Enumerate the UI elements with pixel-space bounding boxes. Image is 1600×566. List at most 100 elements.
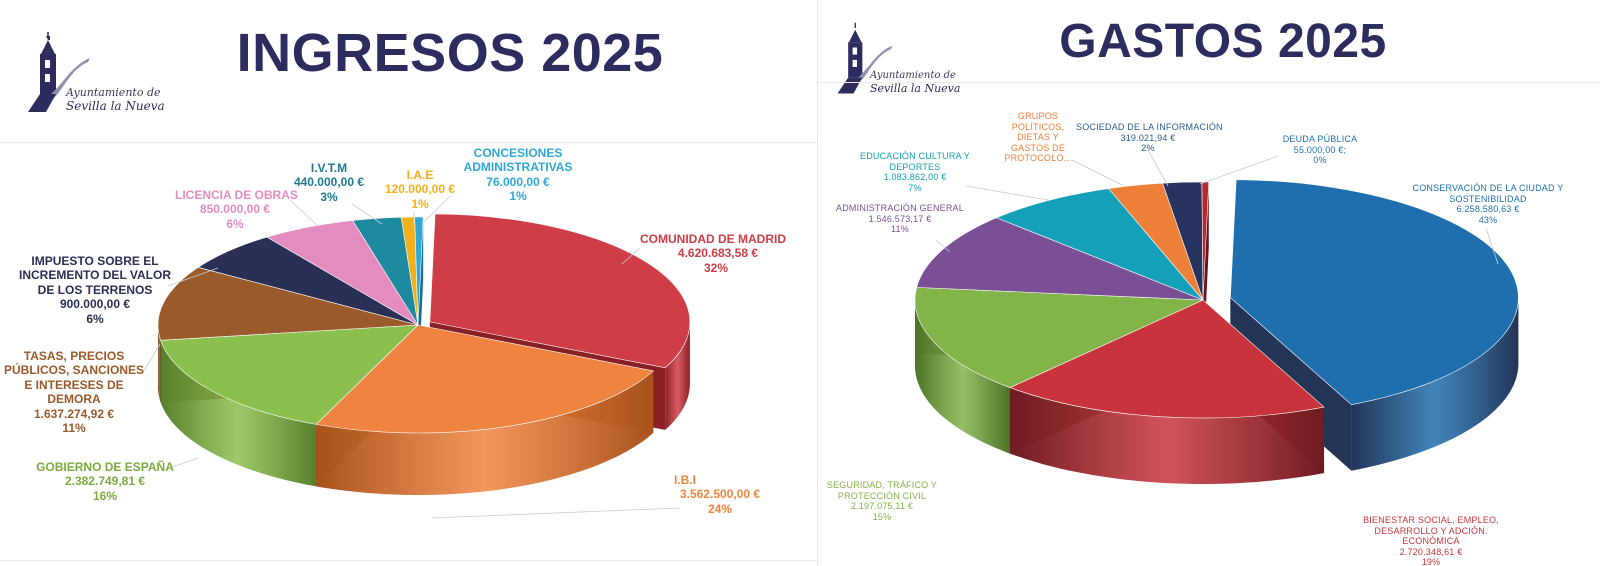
label-percent: 7%	[908, 182, 922, 193]
leader-line-conservacion	[1485, 227, 1499, 265]
label-percent: 1%	[509, 189, 527, 204]
leader-line-administracion	[935, 239, 951, 253]
leader-line-deuda	[1199, 155, 1279, 185]
label-name: COMUNIDAD DE MADRID	[640, 232, 786, 246]
label-name: SOCIEDAD DE LA INFORMACIÓN	[1076, 122, 1223, 132]
gastos-panel: Ayuntamiento de Sevilla la Nueva GASTOS …	[818, 0, 1600, 566]
pie-slice-administracion-general	[916, 217, 1204, 301]
pie-slice-i-b-i	[315, 324, 654, 434]
pie-slice-conservacion-de-la-ciudad-y-sostenibilid	[1230, 179, 1519, 406]
label-percent: 6%	[86, 311, 104, 326]
logo: Ayuntamiento de Sevilla la Nueva	[24, 32, 184, 114]
leader-line-ibi	[431, 507, 681, 519]
label-name: GOBIERNO DE ESPAÑA	[36, 460, 174, 474]
label-percent: 24%	[707, 501, 733, 516]
leader-line-impuesto	[167, 267, 219, 287]
label-percent: 43%	[1478, 214, 1498, 225]
label-percent: 0%	[1313, 155, 1327, 166]
church-tower-icon	[28, 32, 90, 112]
church-tower-icon	[837, 22, 893, 94]
logo-text-line1: Ayuntamiento de	[870, 70, 956, 81]
ingresos-pie-chart	[141, 195, 691, 519]
label-gobierno-de-espana: GOBIERNO DE ESPAÑA 2.382.749,81 € 16%	[30, 460, 180, 503]
slice-side-comunidad-de-madrid-0	[665, 320, 690, 430]
label-name: CONSERVACIÓN DE LA CIUDAD Y SOSTENIBILID…	[1412, 183, 1564, 204]
label-conservacion: CONSERVACIÓN DE LA CIUDAD Y SOSTENIBILID…	[1408, 183, 1568, 225]
leader-line-ivtm	[351, 203, 383, 225]
label-amount: 6.258.580,63 €	[1456, 204, 1520, 215]
label-amount: 1.637.274,92 €	[33, 406, 115, 421]
panel-divider	[817, 0, 818, 566]
label-educacion: EDUCACIÓN CULTURA Y DEPORTES 1.083.862,0…	[860, 151, 970, 193]
gastos-title: GASTOS 2025	[1059, 15, 1387, 68]
leader-line-comunidad	[621, 247, 641, 265]
label-amount: 850.000,00 €	[199, 202, 271, 217]
pie-slice-bienestar-social-empleo-desarrollo-y-adc	[1009, 299, 1325, 419]
slice-side-i-b-i-0	[316, 370, 654, 495]
label-amount: 120.000,00 €	[384, 182, 456, 197]
label-tasas: TASAS, PRECIOS PÚBLICOS, SANCIONES E INT…	[4, 349, 144, 435]
slice-side-seguridad-trafico-y-proteccion-civil-0	[915, 298, 1010, 454]
label-impuesto-incremento: IMPUESTO SOBRE EL INCREMENTO DEL VALOR D…	[14, 254, 176, 326]
label-amount: 2.720.348,61 €	[1399, 546, 1463, 557]
label-administracion-general: ADMINISTRACIÓN GENERAL 1.546.573,17 € 11…	[832, 203, 968, 235]
label-name: TASAS, PRECIOS PÚBLICOS, SANCIONES E INT…	[4, 349, 145, 407]
label-name: I.B.I	[674, 473, 697, 487]
label-name: I.A.E	[406, 168, 434, 182]
label-amount: 319.021,94 €	[1120, 132, 1176, 143]
pie-slice-concesiones-administrativas	[414, 216, 424, 326]
slice-side-tasas-precios-publicos-sanciones-e-inter-0	[158, 322, 161, 403]
pie-slice-comunidad-de-madrid	[429, 213, 691, 369]
label-sociedad-informacion: SOCIEDAD DE LA INFORMACIÓN 319.021,94 € …	[1076, 122, 1223, 154]
label-amount: 76.000,00 €	[486, 174, 550, 189]
label-iae: I.A.E 120.000,00 € 1%	[379, 168, 461, 211]
label-amount: 2.197.075,11 €	[850, 501, 914, 512]
logo-text-line2: Sevilla la Nueva	[870, 82, 961, 95]
label-name: LICENCIA DE OBRAS	[175, 188, 298, 202]
leader-line-tasas	[141, 343, 161, 375]
label-amount: 4.620.683,58 €	[677, 246, 758, 261]
label-ibi: I.B.I 3.562.500,00 € 24%	[660, 473, 780, 516]
label-bienestar-social: BIENESTAR SOCIAL, EMPLEO, DESARROLLO Y A…	[1356, 515, 1506, 566]
label-name: GRUPOS POLÍTICOS, DIETAS Y GASTOS DE PRO…	[1004, 111, 1072, 164]
slice-side-bienestar-social-empleo-desarrollo-y-adc-0	[1010, 387, 1324, 484]
slice-side-gobierno-de-espana-0	[160, 340, 317, 487]
pie-slice-educacion-cultura-y-deportes	[995, 188, 1204, 301]
pie-slice-seguridad-trafico-y-proteccion-civil	[914, 287, 1204, 388]
label-seguridad: SEGURIDAD, TRÁFICO Y PROTECCIÓN CIVIL 2.…	[824, 480, 940, 522]
label-amount: 1.083.862,00 €	[883, 172, 947, 183]
label-name: BIENESTAR SOCIAL, EMPLEO, DESARROLLO Y A…	[1363, 515, 1499, 547]
label-concesiones-administrativas: CONCESIONES ADMINISTRATIVAS 76.000,00 € …	[456, 146, 580, 204]
label-grupos-politicos: GRUPOS POLÍTICOS, DIETAS Y GASTOS DE PRO…	[1002, 111, 1074, 164]
label-percent: 16%	[92, 488, 118, 503]
leader-line-gobierno	[169, 457, 199, 469]
label-name: SEGURIDAD, TRÁFICO Y PROTECCIÓN CIVIL	[826, 480, 938, 501]
label-percent: 3%	[320, 189, 338, 204]
label-percent: 6%	[226, 216, 244, 231]
header-rule	[0, 142, 818, 143]
label-amount: 900.000,00 €	[59, 297, 131, 312]
label-percent: 32%	[703, 260, 728, 275]
label-name: IMPUESTO SOBRE EL INCREMENTO DEL VALOR D…	[18, 254, 171, 297]
label-amount: 3.562.500,00 €	[679, 487, 761, 502]
header-rule	[818, 82, 1600, 83]
leader-line-grupos	[1071, 159, 1125, 187]
label-name: ADMINISTRACIÓN GENERAL	[836, 203, 964, 213]
label-percent: 19%	[1421, 557, 1441, 566]
label-name: EDUCACIÓN CULTURA Y DEPORTES	[860, 151, 970, 172]
logo: Ayuntamiento de Sevilla la Nueva	[834, 22, 974, 96]
logo-text-line1: Ayuntamiento de	[66, 86, 161, 99]
footer-rule	[0, 560, 818, 561]
label-ivtm: I.V.T.M 440.000,00 € 3%	[288, 161, 370, 204]
label-name: CONCESIONES ADMINISTRATIVAS	[463, 146, 573, 175]
label-comunidad-de-madrid: COMUNIDAD DE MADRID 4.620.683,58 € 32%	[640, 232, 786, 275]
ingresos-title: INGRESOS 2025	[236, 23, 664, 83]
leader-line-concesiones	[423, 195, 451, 223]
label-percent: 2%	[1141, 143, 1155, 154]
label-amount: 55.000,00 €;	[1293, 144, 1347, 155]
label-amount: 2.382.749,81 €	[64, 474, 146, 489]
label-percent: 15%	[872, 511, 892, 522]
label-percent: 1%	[411, 196, 429, 211]
label-percent: 11%	[62, 420, 86, 435]
label-amount: 1.546.573,17 €	[868, 213, 932, 224]
